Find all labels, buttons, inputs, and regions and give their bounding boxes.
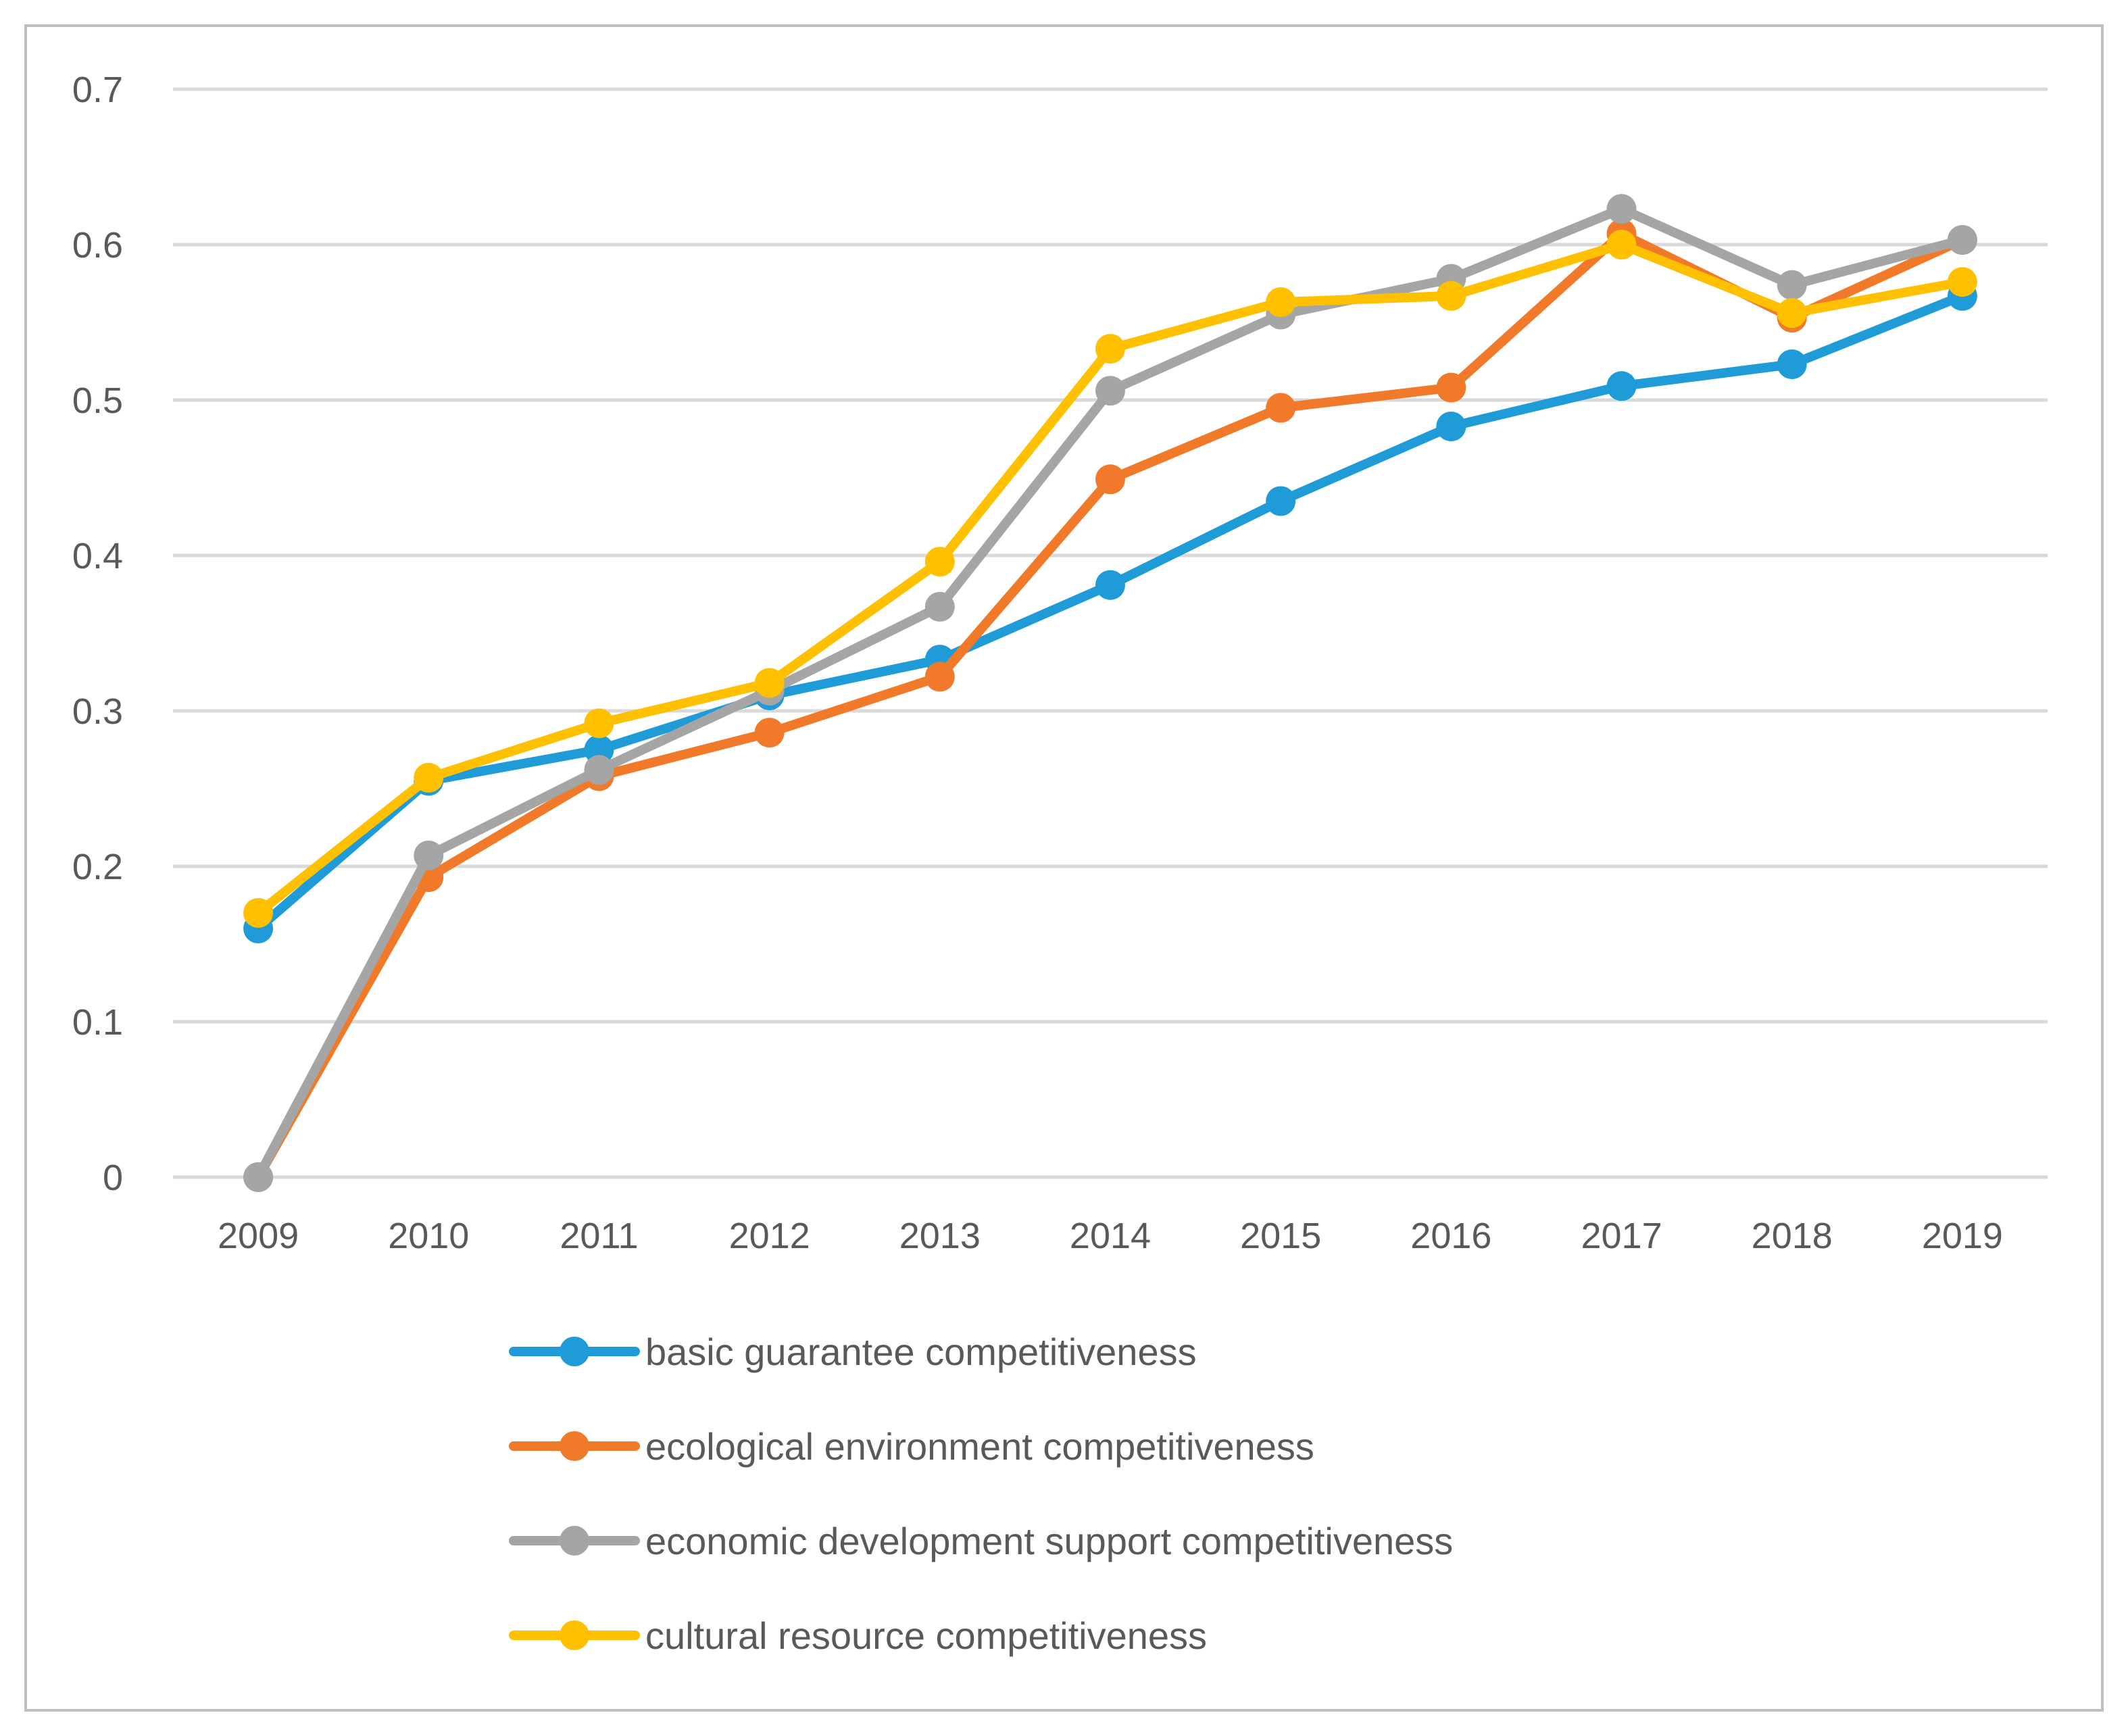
data-point [1436, 372, 1466, 403]
y-tick-label: 0.5 [72, 380, 123, 421]
data-point [414, 840, 444, 870]
x-tick-label: 2011 [560, 1216, 638, 1256]
chart-frame: 0 0.1 0.2 0.3 0.4 0.5 0.6 0.7 2009 2010 2011 2012 2… [24, 24, 2104, 1712]
data-point [243, 898, 274, 928]
data-point [1947, 225, 1977, 255]
x-tick-label: 2016 [1410, 1216, 1491, 1256]
y-tick-label: 0.7 [72, 70, 123, 110]
data-point [1777, 270, 1807, 300]
line-chart: 00.10.20.30.40.50.60.7 2009 2010 2011 2012 2… [72, 70, 2048, 1657]
data-point [1606, 194, 1637, 224]
plot-area [243, 194, 1977, 1192]
data-point [584, 708, 614, 739]
data-point [1436, 280, 1466, 311]
y-axis: 0 0.1 0.2 0.3 0.4 0.5 0.6 0.7 [72, 70, 123, 1198]
x-tick-label: 2014 [1070, 1216, 1151, 1256]
data-point [1095, 376, 1125, 406]
legend-item: ecological environment competitiveness [509, 1425, 1314, 1468]
x-tick-label: 2009 [218, 1216, 299, 1256]
data-point [924, 662, 955, 692]
data-point [1777, 298, 1807, 328]
gridlines [173, 87, 2048, 1179]
x-tick-label: 2019 [1922, 1216, 2003, 1256]
x-tick-label: 2010 [388, 1216, 469, 1256]
data-point [1606, 371, 1637, 401]
y-tick-label: 0 [103, 1158, 123, 1198]
legend-label: cultural resource competitiveness [645, 1614, 1207, 1657]
legend-label: basic guarantee competitiveness [645, 1331, 1197, 1373]
legend-label: economic development support competitive… [645, 1520, 1453, 1562]
data-point [924, 547, 955, 577]
y-tick-label: 0.3 [72, 691, 123, 732]
data-point [243, 1162, 274, 1192]
x-axis: 2009 2010 2011 2012 2013 2014 2015 2016 2017 2018… [218, 1216, 2003, 1256]
legend: basic guarantee competitiveness ecologica… [509, 1331, 1453, 1657]
series-4 [243, 230, 1977, 928]
data-point [1095, 464, 1125, 495]
data-point [754, 668, 785, 698]
y-tick-label: 0.1 [72, 1002, 123, 1043]
data-point [1095, 334, 1125, 364]
data-point [1266, 486, 1296, 516]
x-tick-label: 2017 [1581, 1216, 1662, 1256]
y-tick-label: 0.2 [72, 847, 123, 887]
data-point [1777, 349, 1807, 380]
data-point [1266, 393, 1296, 423]
data-point [754, 718, 785, 748]
data-point [584, 755, 614, 785]
data-point [1266, 287, 1296, 318]
data-point [1947, 267, 1977, 297]
data-point [1606, 230, 1637, 259]
data-point [924, 591, 955, 622]
data-point [1095, 570, 1125, 600]
y-tick-label: 0.4 [72, 536, 123, 576]
y-tick-label: 0.6 [72, 225, 123, 266]
data-point [414, 762, 444, 793]
x-tick-label: 2013 [899, 1216, 981, 1256]
legend-marker [560, 1337, 589, 1366]
data-point [1436, 412, 1466, 442]
legend-item: cultural resource competitiveness [509, 1614, 1207, 1657]
legend-marker [560, 1526, 589, 1556]
legend-label: ecological environment competitiveness [645, 1425, 1314, 1468]
legend-item: economic development support competitive… [509, 1520, 1453, 1562]
x-tick-label: 2012 [729, 1216, 810, 1256]
legend-item: basic guarantee competitiveness [509, 1331, 1197, 1373]
legend-marker [560, 1620, 589, 1650]
x-tick-label: 2015 [1240, 1216, 1321, 1256]
x-tick-label: 2018 [1752, 1216, 1833, 1256]
series-2 [243, 218, 1977, 1192]
legend-marker [560, 1431, 589, 1461]
